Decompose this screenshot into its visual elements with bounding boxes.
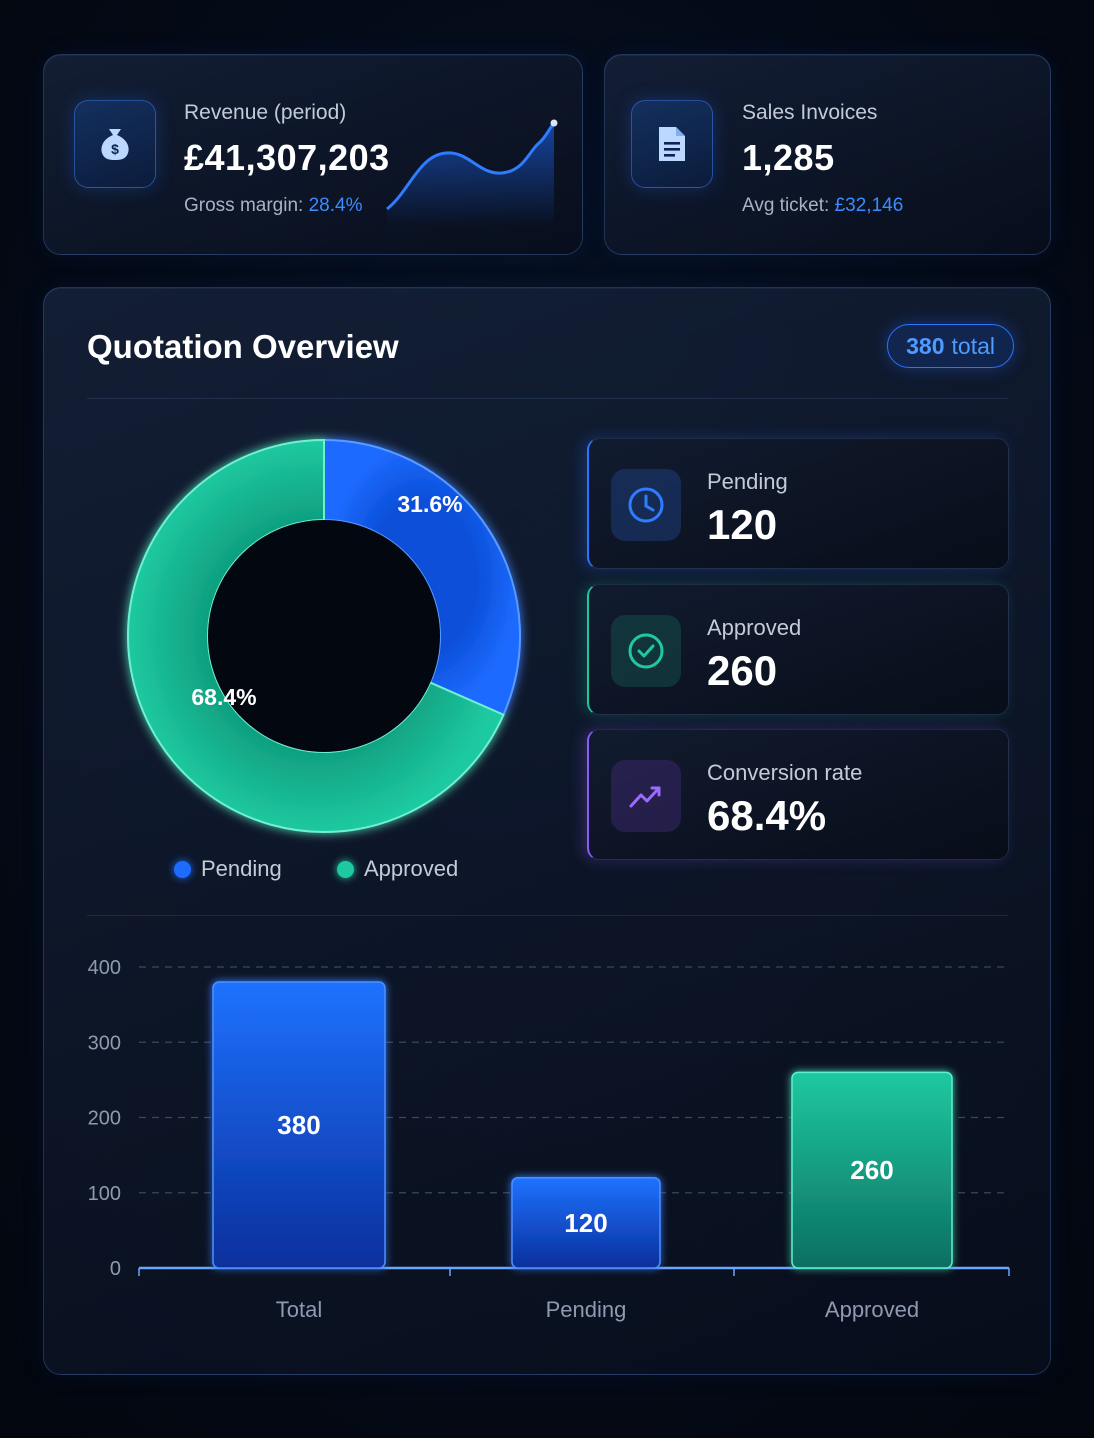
revenue-card[interactable]: $ Revenue (period) £41,307,203 Gross mar… <box>43 54 583 255</box>
x-tick-label: Pending <box>546 1297 627 1322</box>
donut-slice-pending[interactable] <box>323 438 521 717</box>
revenue-sparkline <box>386 119 558 227</box>
y-tick-label: 400 <box>88 957 121 979</box>
stat-conversion-label: Conversion rate <box>707 760 863 785</box>
invoices-label: Sales Invoices <box>742 101 878 124</box>
bar-value-label: 260 <box>850 1155 893 1185</box>
document-icon <box>631 100 713 188</box>
gross-margin-label: Gross margin: <box>184 195 304 216</box>
stat-conversion-value: 68.4% <box>707 792 827 839</box>
bar-total[interactable] <box>212 981 386 1269</box>
check-circle-icon <box>611 615 681 687</box>
bar-value-label: 380 <box>277 1110 320 1140</box>
quotation-overview-panel: Quotation Overview 380 total 31.6% 68.4% … <box>43 287 1051 1375</box>
stat-approved[interactable]: Approved 260 <box>587 584 1009 715</box>
money-bag-icon: $ <box>74 100 156 188</box>
revenue-label: Revenue (period) <box>184 101 347 124</box>
divider-top <box>87 398 1008 399</box>
stat-pending-value: 120 <box>707 501 778 548</box>
total-badge: 380 total <box>887 324 1014 368</box>
avg-ticket-value: £32,146 <box>834 195 904 216</box>
stat-conversion[interactable]: Conversion rate 68.4% <box>587 729 1009 860</box>
stat-approved-value: 260 <box>707 647 778 694</box>
legend-pending-label: Pending <box>201 856 282 881</box>
y-tick-label: 0 <box>110 1258 121 1280</box>
legend-approved-label: Approved <box>364 856 459 881</box>
divider-middle <box>87 915 1008 916</box>
total-badge-count: 380 <box>906 332 945 359</box>
invoices-card[interactable]: Sales Invoices 1,285 Avg ticket: £32,146 <box>604 54 1051 255</box>
invoices-value: 1,285 <box>742 137 835 178</box>
svg-text:$: $ <box>111 141 119 157</box>
gross-margin: Gross margin: 28.4% <box>184 195 362 217</box>
donut-label-pending: 31.6% <box>397 491 462 517</box>
y-tick-label: 300 <box>88 1032 121 1054</box>
bar-value-label: 120 <box>564 1208 607 1238</box>
bar-approved[interactable] <box>791 1071 953 1269</box>
trend-up-icon <box>611 760 681 832</box>
avg-ticket: Avg ticket: £32,146 <box>742 195 903 217</box>
x-tick-label: Approved <box>825 1297 919 1322</box>
legend-approved-dot <box>337 860 354 878</box>
clock-icon <box>611 469 681 541</box>
stat-pending-label: Pending <box>707 469 788 494</box>
bar-chart: 0 100 200 300 400 380 Total 120 Pending 260 Approv… <box>88 957 1010 1322</box>
legend-pending-dot <box>174 860 191 878</box>
legend-approved: Approved <box>337 856 458 882</box>
legend-pending: Pending <box>174 856 282 882</box>
gross-margin-value: 28.4% <box>308 195 363 216</box>
donut-hole <box>208 520 440 752</box>
donut-chart: 31.6% 68.4% <box>127 438 521 833</box>
y-tick-label: 200 <box>88 1108 121 1130</box>
stat-pending[interactable]: Pending 120 <box>587 438 1009 569</box>
x-tick-label: Total <box>276 1297 322 1322</box>
avg-ticket-label: Avg ticket: <box>742 195 830 216</box>
y-tick-label: 100 <box>88 1183 121 1205</box>
revenue-value: £41,307,203 <box>184 137 390 178</box>
bar-pending[interactable] <box>511 1176 661 1269</box>
stat-approved-label: Approved <box>707 615 802 640</box>
total-badge-suffix: total <box>951 332 995 359</box>
section-title: Quotation Overview <box>87 328 399 365</box>
donut-label-approved: 68.4% <box>191 684 256 710</box>
